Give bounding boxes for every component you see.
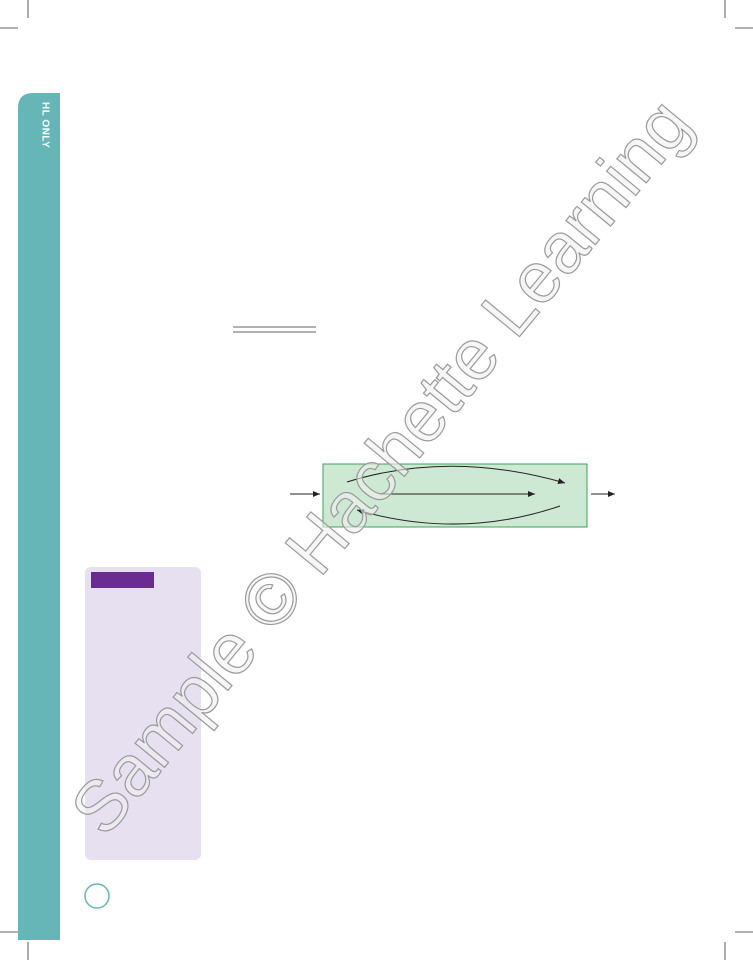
side-box-label	[91, 572, 154, 588]
side-box	[85, 567, 201, 860]
diagram-box	[322, 463, 588, 528]
sidebar-label: HL ONLY	[39, 102, 50, 148]
watermark: Sample © Hachette Learning	[56, 84, 706, 849]
cycle-diagram	[290, 463, 615, 528]
page-number-circle	[84, 883, 110, 909]
sidebar	[18, 93, 60, 940]
arrow-upper	[346, 465, 566, 484]
arrow-lower	[356, 505, 561, 525]
